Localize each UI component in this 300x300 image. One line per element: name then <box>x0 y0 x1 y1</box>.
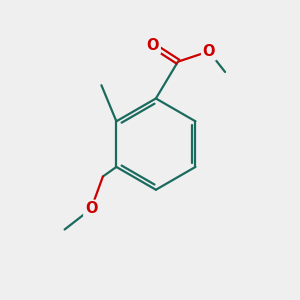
Text: O: O <box>147 38 159 53</box>
Text: O: O <box>202 44 215 59</box>
Text: O: O <box>85 201 98 216</box>
